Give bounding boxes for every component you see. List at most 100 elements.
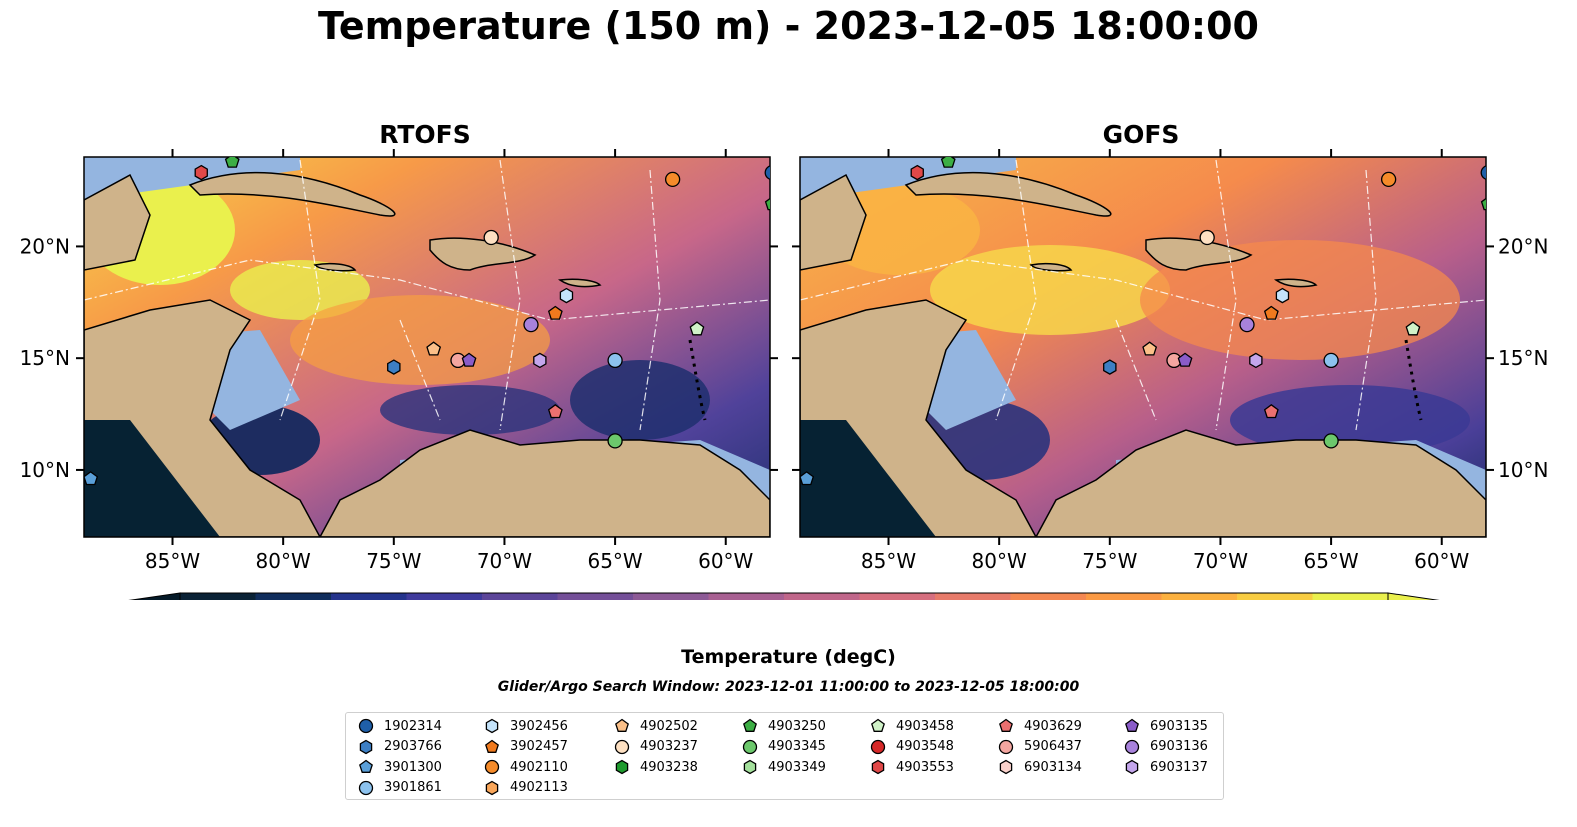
float-marker-6903136 xyxy=(523,316,539,333)
float-marker-4902110 xyxy=(664,171,681,188)
float-marker-3901861 xyxy=(1323,352,1339,369)
lat-tick-label: 20°N xyxy=(20,234,70,258)
legend-label: 4903458 xyxy=(896,718,954,734)
legend-marker xyxy=(359,739,373,754)
legend-item-6903136: 6903136 xyxy=(1124,737,1208,757)
legend-label: 4903238 xyxy=(640,759,698,775)
pacific-cold xyxy=(800,420,936,537)
legend-marker xyxy=(485,739,499,753)
legend-marker xyxy=(1125,718,1139,732)
panel-title-rtofs: RTOFS xyxy=(379,120,471,149)
legend-item-4903458: 4903458 xyxy=(870,716,954,736)
map-figure: 85°W 80°W 75°W 70°W 65°W 60°W 20°N 15°N 10°N 85°W… xyxy=(20,149,1548,600)
warm-core-caribbean xyxy=(930,245,1170,335)
float-marker-4902110 xyxy=(1380,171,1397,188)
panel-title-gofs: GOFS xyxy=(1102,120,1180,149)
legend-item-4903250: 4903250 xyxy=(742,716,826,736)
float-marker-3901861 xyxy=(607,352,623,369)
float-marker-4903250 xyxy=(1480,197,1486,211)
lon-tick-label: 70°W xyxy=(477,549,532,573)
colorbar-segment xyxy=(859,593,936,600)
legend-item-1902314: 1902314 xyxy=(358,716,442,736)
land-hispaniola xyxy=(1145,237,1253,271)
legend-item-4903237: 4903237 xyxy=(614,737,698,757)
legend-label: 5906437 xyxy=(1024,739,1082,754)
legend-label: 4902110 xyxy=(510,759,568,775)
shelf-north xyxy=(84,157,300,200)
legend-item-4902113: 4902113 xyxy=(484,778,568,798)
legend-item-2903766: 2903766 xyxy=(358,737,442,757)
colorbar-segment xyxy=(255,593,332,600)
lat-tick-label: 15°N xyxy=(20,346,70,370)
lesser-antilles xyxy=(688,339,707,421)
float-marker-6903135 xyxy=(461,352,477,367)
legend-marker xyxy=(358,718,374,734)
cold-band-south xyxy=(380,385,560,435)
legend-label: 4903345 xyxy=(768,739,826,754)
float-marker-4903553 xyxy=(194,164,208,181)
land-cuba xyxy=(904,171,1112,217)
legend-label: 3901861 xyxy=(384,780,442,795)
pentagon-marker-icon xyxy=(999,718,1013,732)
hexagon-marker-icon xyxy=(743,759,757,775)
float-marker-6903137 xyxy=(533,352,547,369)
legend-label: 4903548 xyxy=(896,739,954,754)
land-puerto-rico xyxy=(1273,278,1318,288)
lon-tick-label: 65°W xyxy=(587,549,642,573)
lon-tick-label: 85°W xyxy=(861,549,916,573)
legend-label: 4903553 xyxy=(896,759,954,775)
colorbar-segment xyxy=(406,593,483,600)
legend-item-4902502: 4902502 xyxy=(614,716,698,736)
float-marker-4903345 xyxy=(607,433,623,449)
legend-label: 3902456 xyxy=(510,718,568,734)
map-frame-gofs xyxy=(799,156,1487,538)
legend-marker xyxy=(1125,759,1139,775)
hexagon-marker-icon xyxy=(999,759,1013,775)
colorbar-label: Temperature (degC) xyxy=(681,646,896,668)
float-marker-6903135 xyxy=(1177,352,1193,367)
legend-label: 6903135 xyxy=(1150,718,1208,734)
float-marker-4903237 xyxy=(1199,229,1215,246)
legend-marker xyxy=(999,759,1013,775)
float-marker-6903136 xyxy=(1239,316,1255,333)
lon-tick-label: 75°W xyxy=(1082,549,1137,573)
legend-item-6903135: 6903135 xyxy=(1124,716,1208,736)
colorbar-extend-low xyxy=(128,592,181,600)
float-marker-3902457 xyxy=(547,305,563,320)
lat-tick-label: 20°N xyxy=(1498,234,1548,258)
legend-marker xyxy=(485,780,499,795)
legend-item-3902456: 3902456 xyxy=(484,716,568,736)
float-marker-4903250 xyxy=(224,157,240,168)
float-marker-4903345 xyxy=(1323,433,1339,449)
legend-marker xyxy=(358,780,374,795)
legend-label: 3901300 xyxy=(384,759,442,775)
float-marker-1902314 xyxy=(1480,165,1486,180)
legend-item-3901300: 3901300 xyxy=(358,757,442,777)
legend-item-4903238: 4903238 xyxy=(614,757,698,777)
colorbar-segment xyxy=(708,593,785,600)
figure-title: Temperature (150 m) - 2023-12-05 18:00:0… xyxy=(317,4,1259,48)
lon-tick-label: 75°W xyxy=(366,549,421,573)
float-marker-3901300 xyxy=(800,471,815,486)
circle-marker-icon xyxy=(358,780,374,795)
hexagon-marker-icon xyxy=(615,759,629,775)
warm-band xyxy=(290,295,550,385)
legend-marker xyxy=(615,759,629,775)
float-marker-2903766 xyxy=(387,359,401,375)
lon-tick-label: 60°W xyxy=(1414,549,1469,573)
shelf-north xyxy=(800,157,1016,200)
float-marker-4903629 xyxy=(547,403,563,419)
legend-marker xyxy=(743,718,757,732)
colorbar-frame xyxy=(179,592,1389,600)
pentagon-marker-icon xyxy=(1125,718,1139,732)
colorbar-segment xyxy=(557,593,634,600)
legend-marker xyxy=(743,759,757,775)
legend-item-3902457: 3902457 xyxy=(484,737,568,757)
land-south-america xyxy=(319,429,770,537)
colorbar-segment xyxy=(1086,593,1162,600)
circle-marker-icon xyxy=(484,759,500,775)
legend-label: 4902113 xyxy=(510,780,568,795)
float-legend: 1902314 2903766 3901300 3901861 3902456 39024… xyxy=(345,712,1224,800)
float-marker-4903458 xyxy=(1405,321,1421,336)
colorbar-segment xyxy=(1312,593,1389,600)
